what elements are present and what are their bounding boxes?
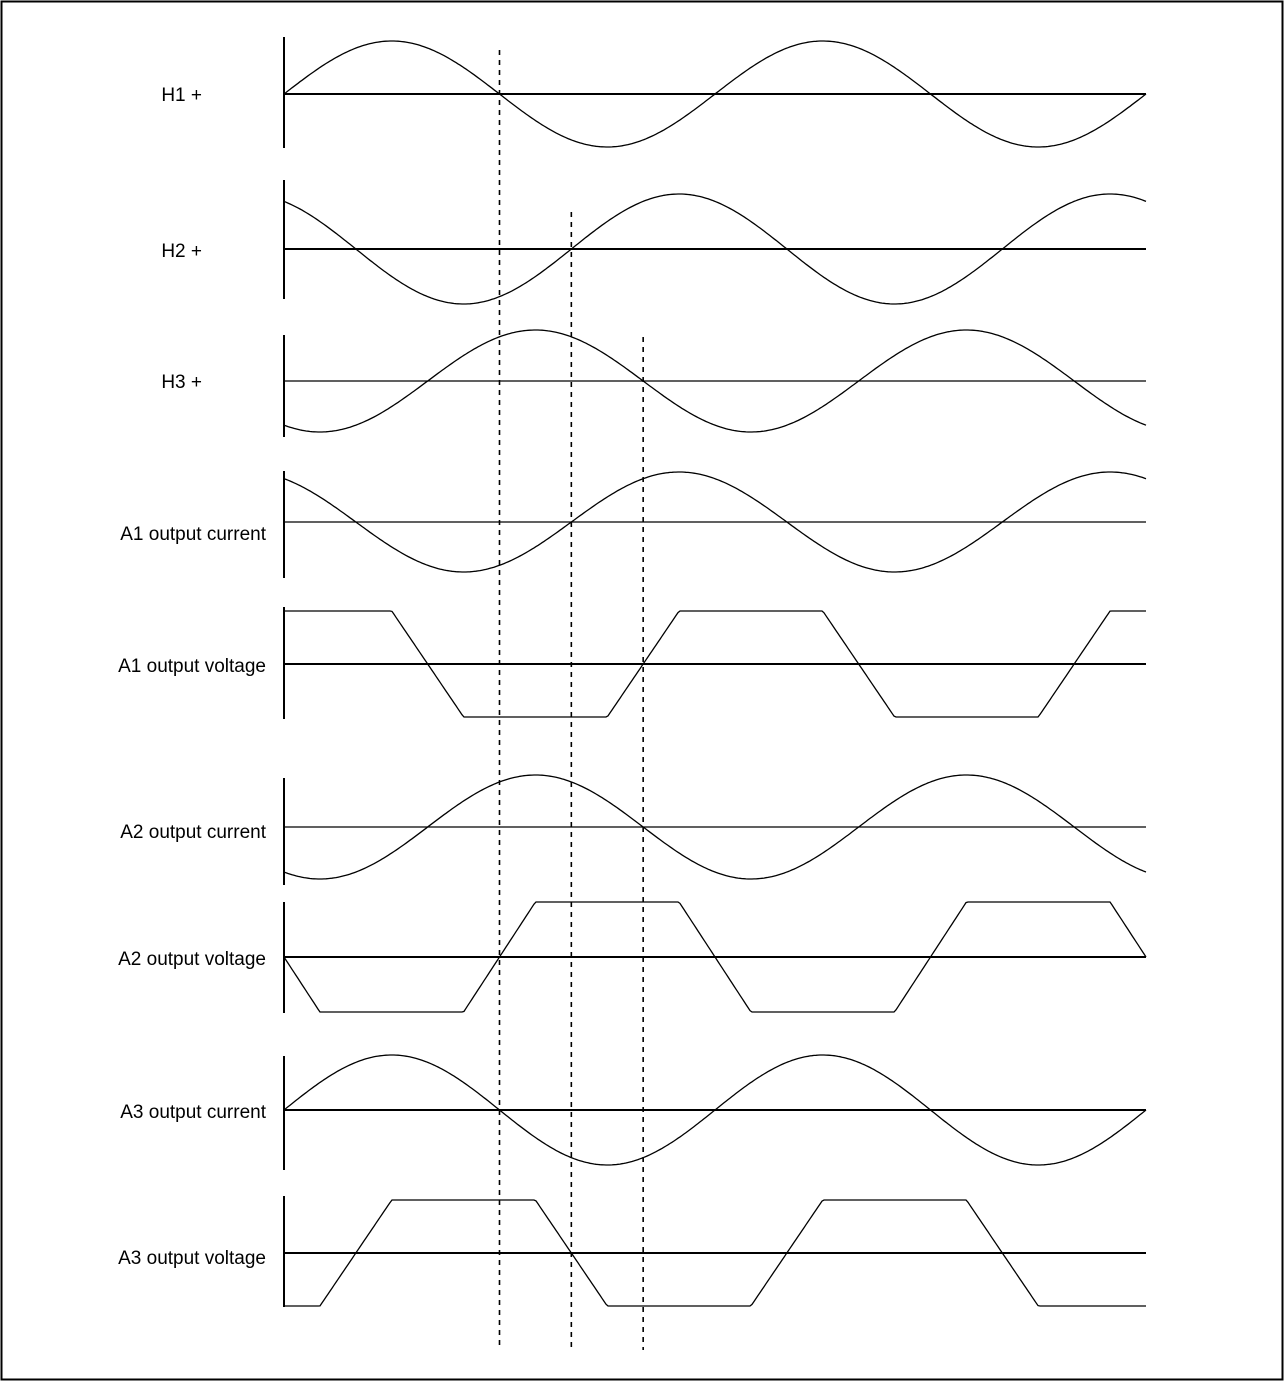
trace-a2-current <box>283 774 1147 880</box>
row-label-a2-voltage: A2 output voltage <box>118 949 266 970</box>
row-label-a3-current: A3 output current <box>120 1102 266 1123</box>
row-a3-voltage <box>283 1196 1146 1307</box>
trace-a3-current <box>283 1054 1147 1166</box>
trace-a1-current <box>283 471 1147 573</box>
row-h2 <box>283 180 1147 305</box>
row-label-h2: H2 + <box>161 241 202 262</box>
row-label-a3-voltage: A3 output voltage <box>118 1248 266 1269</box>
waveform-rows <box>283 37 1147 1307</box>
row-label-a1-voltage: A1 output voltage <box>118 656 266 677</box>
row-a1-current <box>283 471 1147 578</box>
row-a1-voltage <box>283 607 1146 719</box>
row-a3-current <box>283 1054 1147 1170</box>
row-a2-voltage <box>283 901 1147 1013</box>
trace-a1-voltage <box>284 610 1146 718</box>
trace-h1 <box>283 40 1147 148</box>
row-label-a1-current: A1 output current <box>120 524 266 545</box>
row-a2-current <box>283 774 1147 885</box>
trace-a2-voltage <box>283 901 1147 1013</box>
trace-a3-voltage <box>284 1199 1146 1307</box>
row-label-a2-current: A2 output current <box>120 822 266 843</box>
trace-h2 <box>283 193 1147 305</box>
row-labels: H1 + H2 + H3 + A1 output current A1 outp… <box>118 85 267 1269</box>
row-label-h3: H3 + <box>161 372 202 393</box>
trace-h3 <box>283 329 1147 433</box>
row-label-h1: H1 + <box>161 85 202 106</box>
row-h3 <box>283 329 1147 437</box>
reference-lines <box>498 50 644 1350</box>
row-h1 <box>283 37 1147 148</box>
